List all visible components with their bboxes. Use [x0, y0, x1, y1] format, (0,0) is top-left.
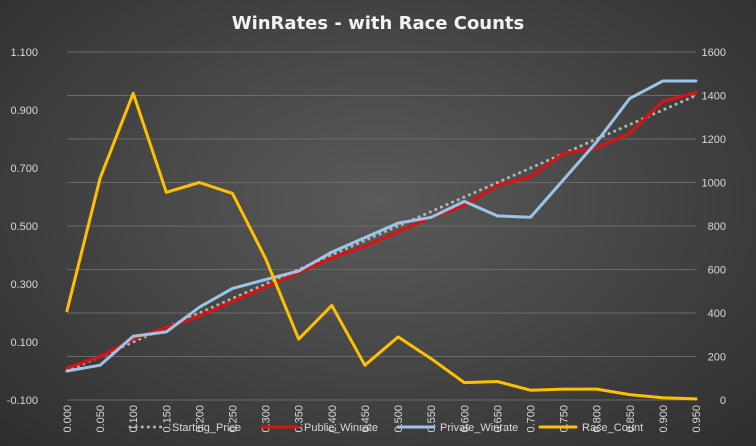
legend: Starting_Price Public_Winrate Private_Winr…	[128, 422, 643, 434]
x-tick-label: 0.700	[525, 405, 537, 433]
x-tick-label: 0.650	[492, 405, 504, 433]
legend-label-public-winrate: Public_Winrate	[304, 422, 378, 434]
x-tick-label: 0.850	[625, 405, 637, 433]
right-tick-label: 1200	[702, 134, 726, 146]
right-tick-label: 0	[720, 395, 726, 407]
left-tick-label: 0.700	[10, 163, 38, 175]
series-lines	[65, 79, 698, 401]
left-tick-label: 0.300	[10, 279, 38, 291]
right-axis: 0 200 400 600 800 1000 1200 1400 1600	[702, 47, 726, 407]
private-winrate-line	[65, 79, 698, 373]
right-tick-label: 1600	[702, 47, 726, 59]
legend-label-private-winrate: Private_Winrate	[440, 422, 518, 434]
x-tick-label: 0.050	[95, 405, 107, 433]
x-tick-label: 0.000	[62, 405, 74, 433]
right-tick-label: 200	[708, 352, 726, 364]
x-tick-label: 0.150	[161, 405, 173, 433]
x-axis: 0.000 0.050 0.100 0.150 0.200 0.250 0.300 0.350…	[62, 405, 703, 433]
x-tick-label: 0.100	[128, 405, 140, 433]
right-tick-label: 400	[708, 308, 726, 320]
legend-label-race-count: Race_Count	[582, 422, 643, 434]
chart-title: WinRates - with Race Counts	[232, 13, 525, 34]
x-tick-label: 0.250	[228, 405, 240, 433]
x-tick-label: 0.400	[327, 405, 339, 433]
x-tick-label: 0.600	[459, 405, 471, 433]
x-tick-label: 0.950	[691, 405, 703, 433]
x-tick-label: 0.800	[592, 405, 604, 433]
legend-label-starting-price: Starting_Price	[172, 422, 241, 434]
left-tick-label: 0.100	[10, 337, 38, 349]
race-count-line	[65, 91, 698, 401]
right-tick-label: 800	[708, 221, 726, 233]
right-tick-label: 1000	[702, 178, 726, 190]
x-tick-label: 0.450	[360, 405, 372, 433]
right-tick-label: 600	[708, 265, 726, 277]
x-tick-label: 0.900	[658, 405, 670, 433]
left-tick-label: 1.100	[10, 47, 38, 59]
right-tick-label: 1400	[702, 91, 726, 103]
gridlines	[67, 51, 696, 401]
left-axis: -0.100 0.100 0.300 0.500 0.700 0.900 1.100	[7, 47, 38, 407]
left-tick-label: 0.500	[10, 221, 38, 233]
left-tick-label: 0.900	[10, 105, 38, 117]
x-tick-label: 0.200	[194, 405, 206, 433]
left-tick-label: -0.100	[7, 395, 38, 407]
